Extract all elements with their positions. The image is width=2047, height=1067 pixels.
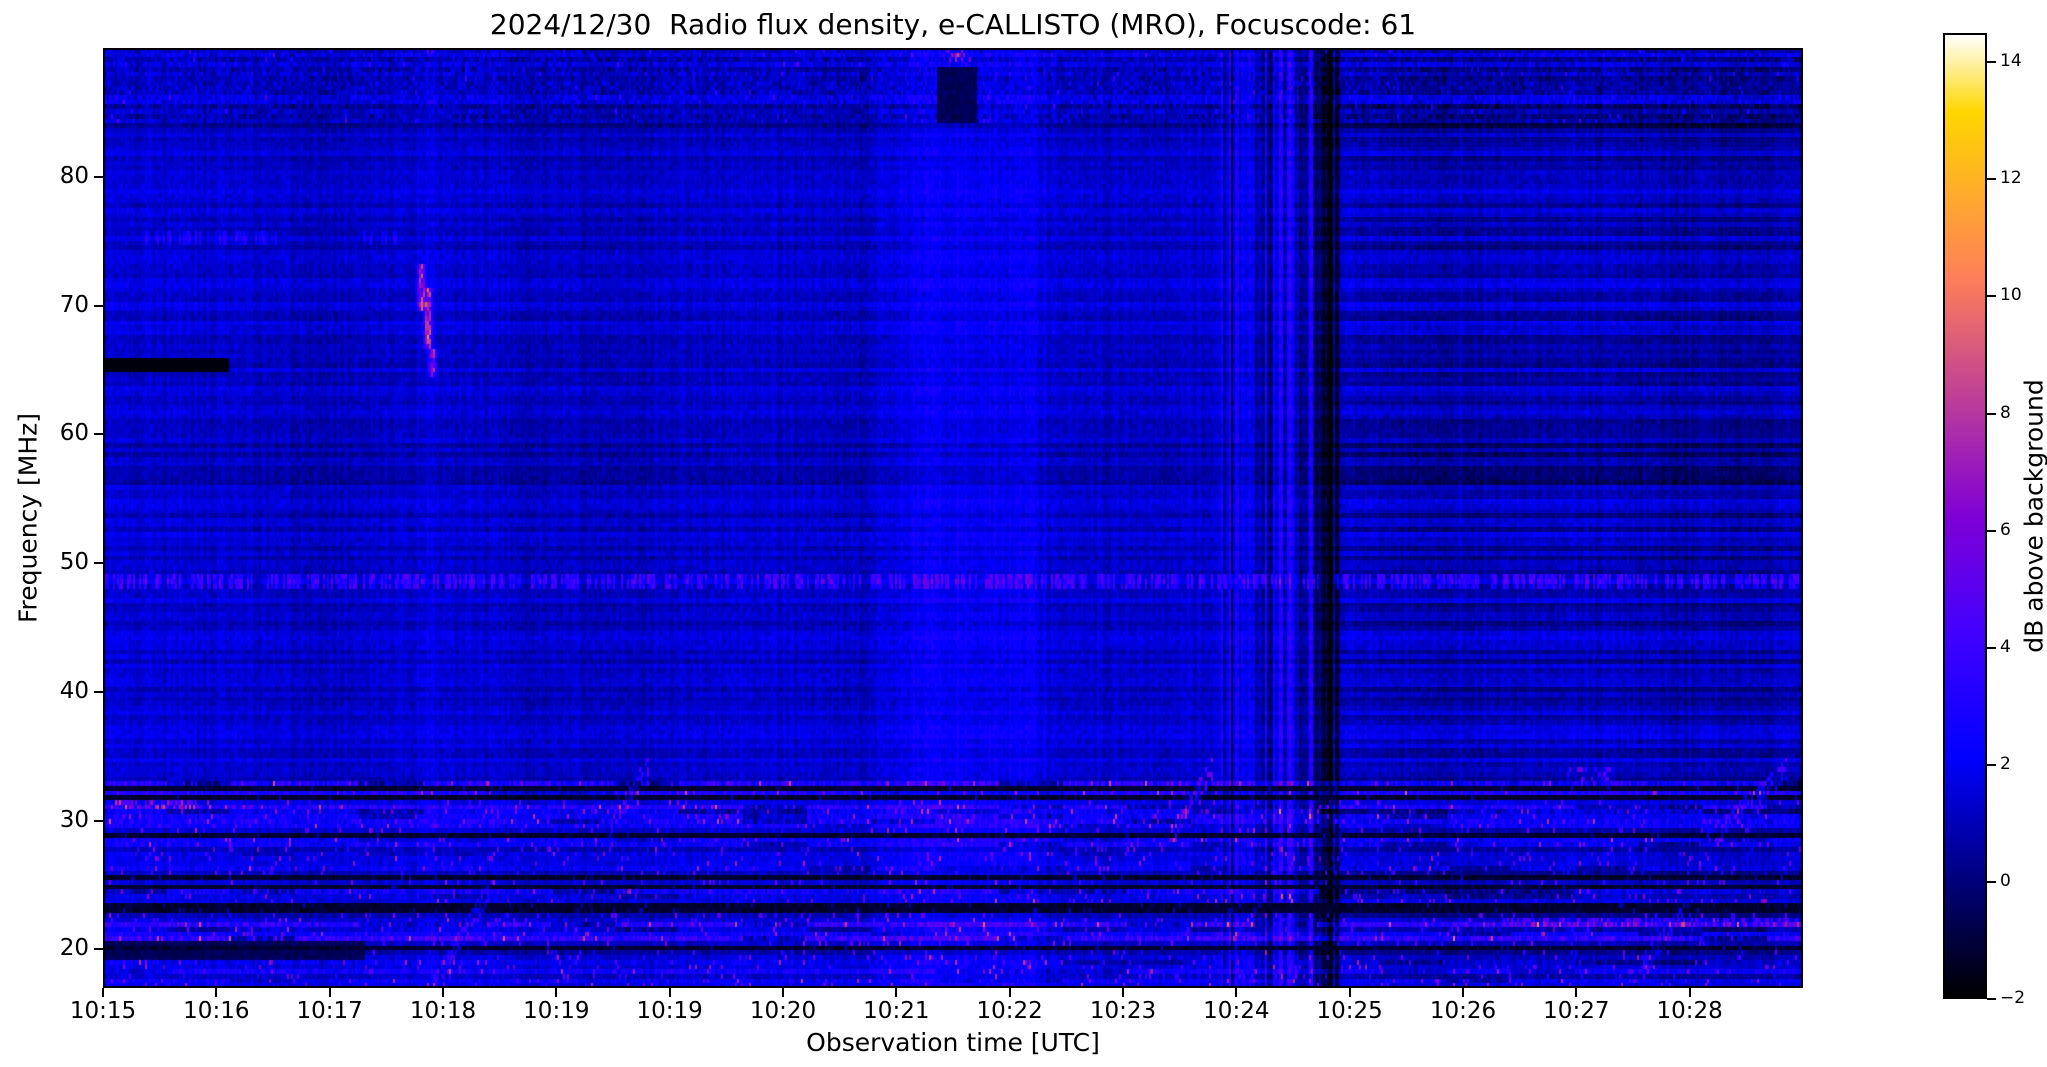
y-tick-label: 20 <box>59 935 89 962</box>
x-tick-label: 10:20 <box>749 998 817 1024</box>
colorbar-tick-label: 12 <box>2000 168 2022 189</box>
x-tick-mark <box>1348 988 1351 997</box>
colorbar-tick-mark <box>1987 880 1996 883</box>
y-tick-mark <box>94 433 103 436</box>
colorbar-gradient <box>1945 35 1985 997</box>
colorbar <box>1943 33 1987 999</box>
x-tick-mark <box>1688 988 1691 997</box>
x-tick-label: 10:27 <box>1543 998 1610 1024</box>
x-tick-mark <box>328 988 331 997</box>
colorbar-tick-label: 6 <box>2000 519 2011 540</box>
x-tick-label: 10:18 <box>409 998 477 1024</box>
colorbar-tick-label: 14 <box>2000 51 2022 72</box>
x-tick-label: 10:28 <box>1656 998 1723 1024</box>
y-tick-label: 80 <box>59 162 89 189</box>
x-tick-label: 10:19 <box>523 998 590 1024</box>
x-tick-label: 10:22 <box>976 998 1043 1024</box>
x-tick-label: 10:24 <box>1203 998 1270 1024</box>
colorbar-tick-mark <box>1987 178 1996 181</box>
x-tick-mark <box>555 988 558 997</box>
colorbar-tick-label: 2 <box>2000 753 2011 774</box>
colorbar-tick-label: 10 <box>2000 285 2022 306</box>
colorbar-tick-mark <box>1987 998 1996 1000</box>
colorbar-tick-mark <box>1987 61 1996 64</box>
spectrogram-canvas <box>103 48 1803 988</box>
y-tick-mark <box>94 175 103 178</box>
x-tick-label: 10:15 <box>69 998 137 1024</box>
colorbar-label: dB above background <box>2019 379 2047 653</box>
y-tick-label: 40 <box>59 677 89 704</box>
x-tick-mark <box>1575 988 1578 997</box>
y-tick-label: 30 <box>59 806 89 833</box>
y-tick-mark <box>94 562 103 565</box>
colorbar-tick-label: 4 <box>2000 636 2011 657</box>
y-tick-mark <box>94 819 103 822</box>
x-tick-mark <box>895 988 898 997</box>
x-tick-mark <box>1122 988 1124 997</box>
x-tick-mark <box>1235 988 1238 997</box>
x-tick-mark <box>102 988 104 997</box>
y-tick-label: 70 <box>59 291 89 318</box>
colorbar-tick-label: 0 <box>2000 870 2011 891</box>
x-tick-label: 10:21 <box>863 998 930 1024</box>
y-tick-label: 50 <box>59 549 89 576</box>
colorbar-tick-mark <box>1987 412 1996 415</box>
y-tick-mark <box>94 304 103 307</box>
x-axis-label: Observation time [UTC] <box>806 1028 1100 1057</box>
x-tick-mark <box>1008 988 1011 997</box>
x-tick-label: 10:19 <box>636 998 703 1024</box>
y-tick-mark <box>94 948 103 951</box>
colorbar-tick-label: 8 <box>2000 402 2011 423</box>
x-tick-label: 10:26 <box>1429 998 1497 1024</box>
x-tick-label: 10:23 <box>1089 998 1157 1024</box>
x-tick-mark <box>442 988 444 997</box>
x-tick-mark <box>215 988 218 997</box>
x-tick-label: 10:25 <box>1316 998 1383 1024</box>
chart-title: 2024/12/30 Radio flux density, e-CALLIST… <box>489 8 1417 41</box>
x-tick-label: 10:16 <box>183 998 250 1024</box>
x-tick-label: 10:17 <box>296 998 363 1024</box>
colorbar-tick-label: −2 <box>2000 988 2026 1008</box>
spectrogram-plot <box>103 48 1803 988</box>
y-tick-label: 60 <box>59 420 89 447</box>
x-tick-mark <box>782 988 784 997</box>
colorbar-tick-mark <box>1987 295 1996 298</box>
x-tick-mark <box>668 988 671 997</box>
colorbar-tick-mark <box>1987 646 1996 649</box>
y-tick-mark <box>94 690 103 693</box>
colorbar-tick-mark <box>1987 529 1996 532</box>
x-tick-mark <box>1462 988 1464 997</box>
colorbar-tick-mark <box>1987 763 1996 766</box>
